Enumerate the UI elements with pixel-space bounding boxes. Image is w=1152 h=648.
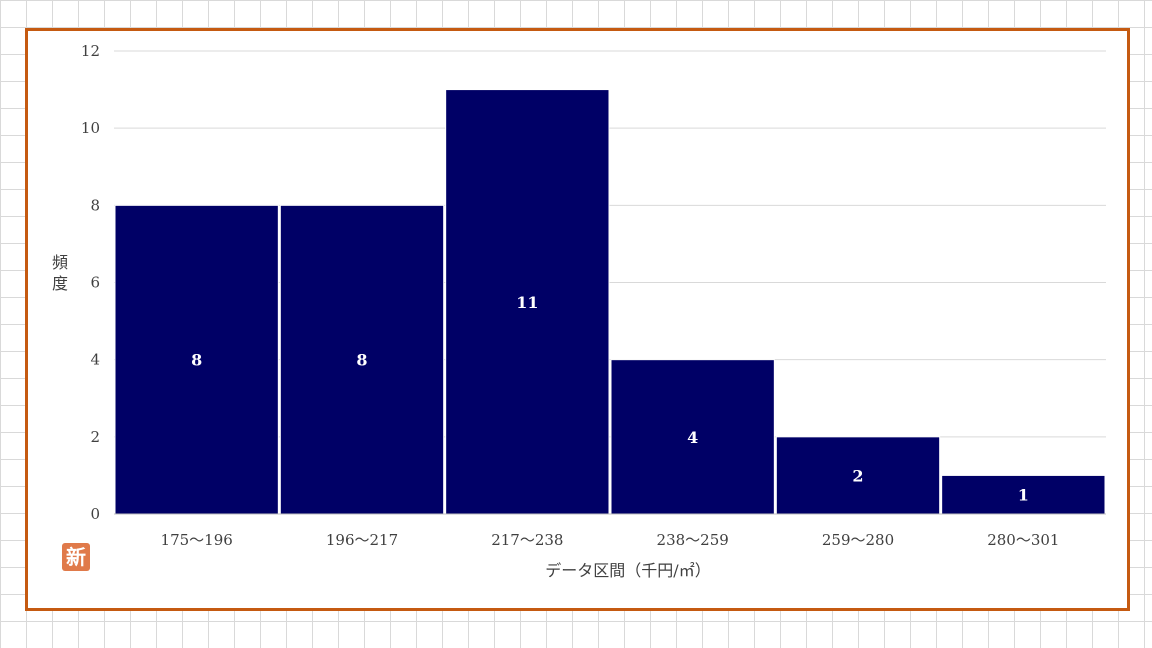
y-tick-label: 0: [90, 505, 100, 523]
bar: [445, 89, 610, 515]
x-tick-label: 217～238: [491, 531, 563, 549]
bar: [610, 359, 775, 515]
data-label: 11: [516, 293, 538, 312]
data-label: 2: [852, 466, 863, 485]
bar: [279, 204, 445, 515]
data-labels: 8 8 11 4 2 1: [191, 293, 1029, 505]
y-tick-label: 10: [81, 119, 100, 137]
x-tick-label: 259～280: [822, 531, 894, 549]
histogram-chart: 8 8 11 4 2 1 0 2 4 6 8 10 12 175～196 196～217 217～238 2…: [52, 42, 1106, 580]
data-label: 8: [356, 351, 367, 370]
data-label: 4: [687, 428, 698, 447]
bars: [114, 89, 1106, 515]
x-tick-label: 175～196: [161, 531, 233, 549]
y-tick-label: 12: [81, 42, 100, 60]
x-tick-label: 196～217: [326, 531, 398, 549]
bar: [775, 436, 941, 515]
data-label: 8: [191, 351, 202, 370]
y-tick-label: 2: [90, 428, 100, 446]
new-badge-icon: 新: [62, 543, 90, 571]
y-tick-label: 6: [90, 274, 100, 292]
y-tick-label: 8: [90, 196, 100, 214]
y-tick-labels: 0 2 4 6 8 10 12: [81, 42, 100, 523]
x-tick-label: 238～259: [657, 531, 729, 549]
y-tick-label: 4: [90, 351, 100, 369]
x-axis-title: データ区間（千円/㎡）: [545, 561, 710, 580]
grid-lines: [114, 50, 1106, 438]
bar: [941, 474, 1106, 515]
bar: [114, 204, 279, 515]
y-axis-title: 頻度: [52, 253, 68, 293]
data-label: 1: [1018, 486, 1029, 505]
x-tick-labels: 175～196 196～217 217～238 238～259 259～280 280～3…: [161, 531, 1060, 549]
chart-frame: 8 8 11 4 2 1 0 2 4 6 8 10 12 175～196 196～217 217～238 2…: [25, 28, 1130, 611]
x-tick-label: 280～301: [987, 531, 1059, 549]
